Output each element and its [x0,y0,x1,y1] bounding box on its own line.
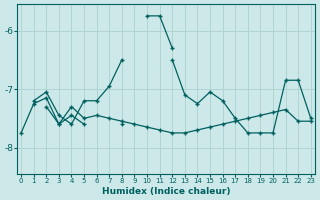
X-axis label: Humidex (Indice chaleur): Humidex (Indice chaleur) [102,187,230,196]
